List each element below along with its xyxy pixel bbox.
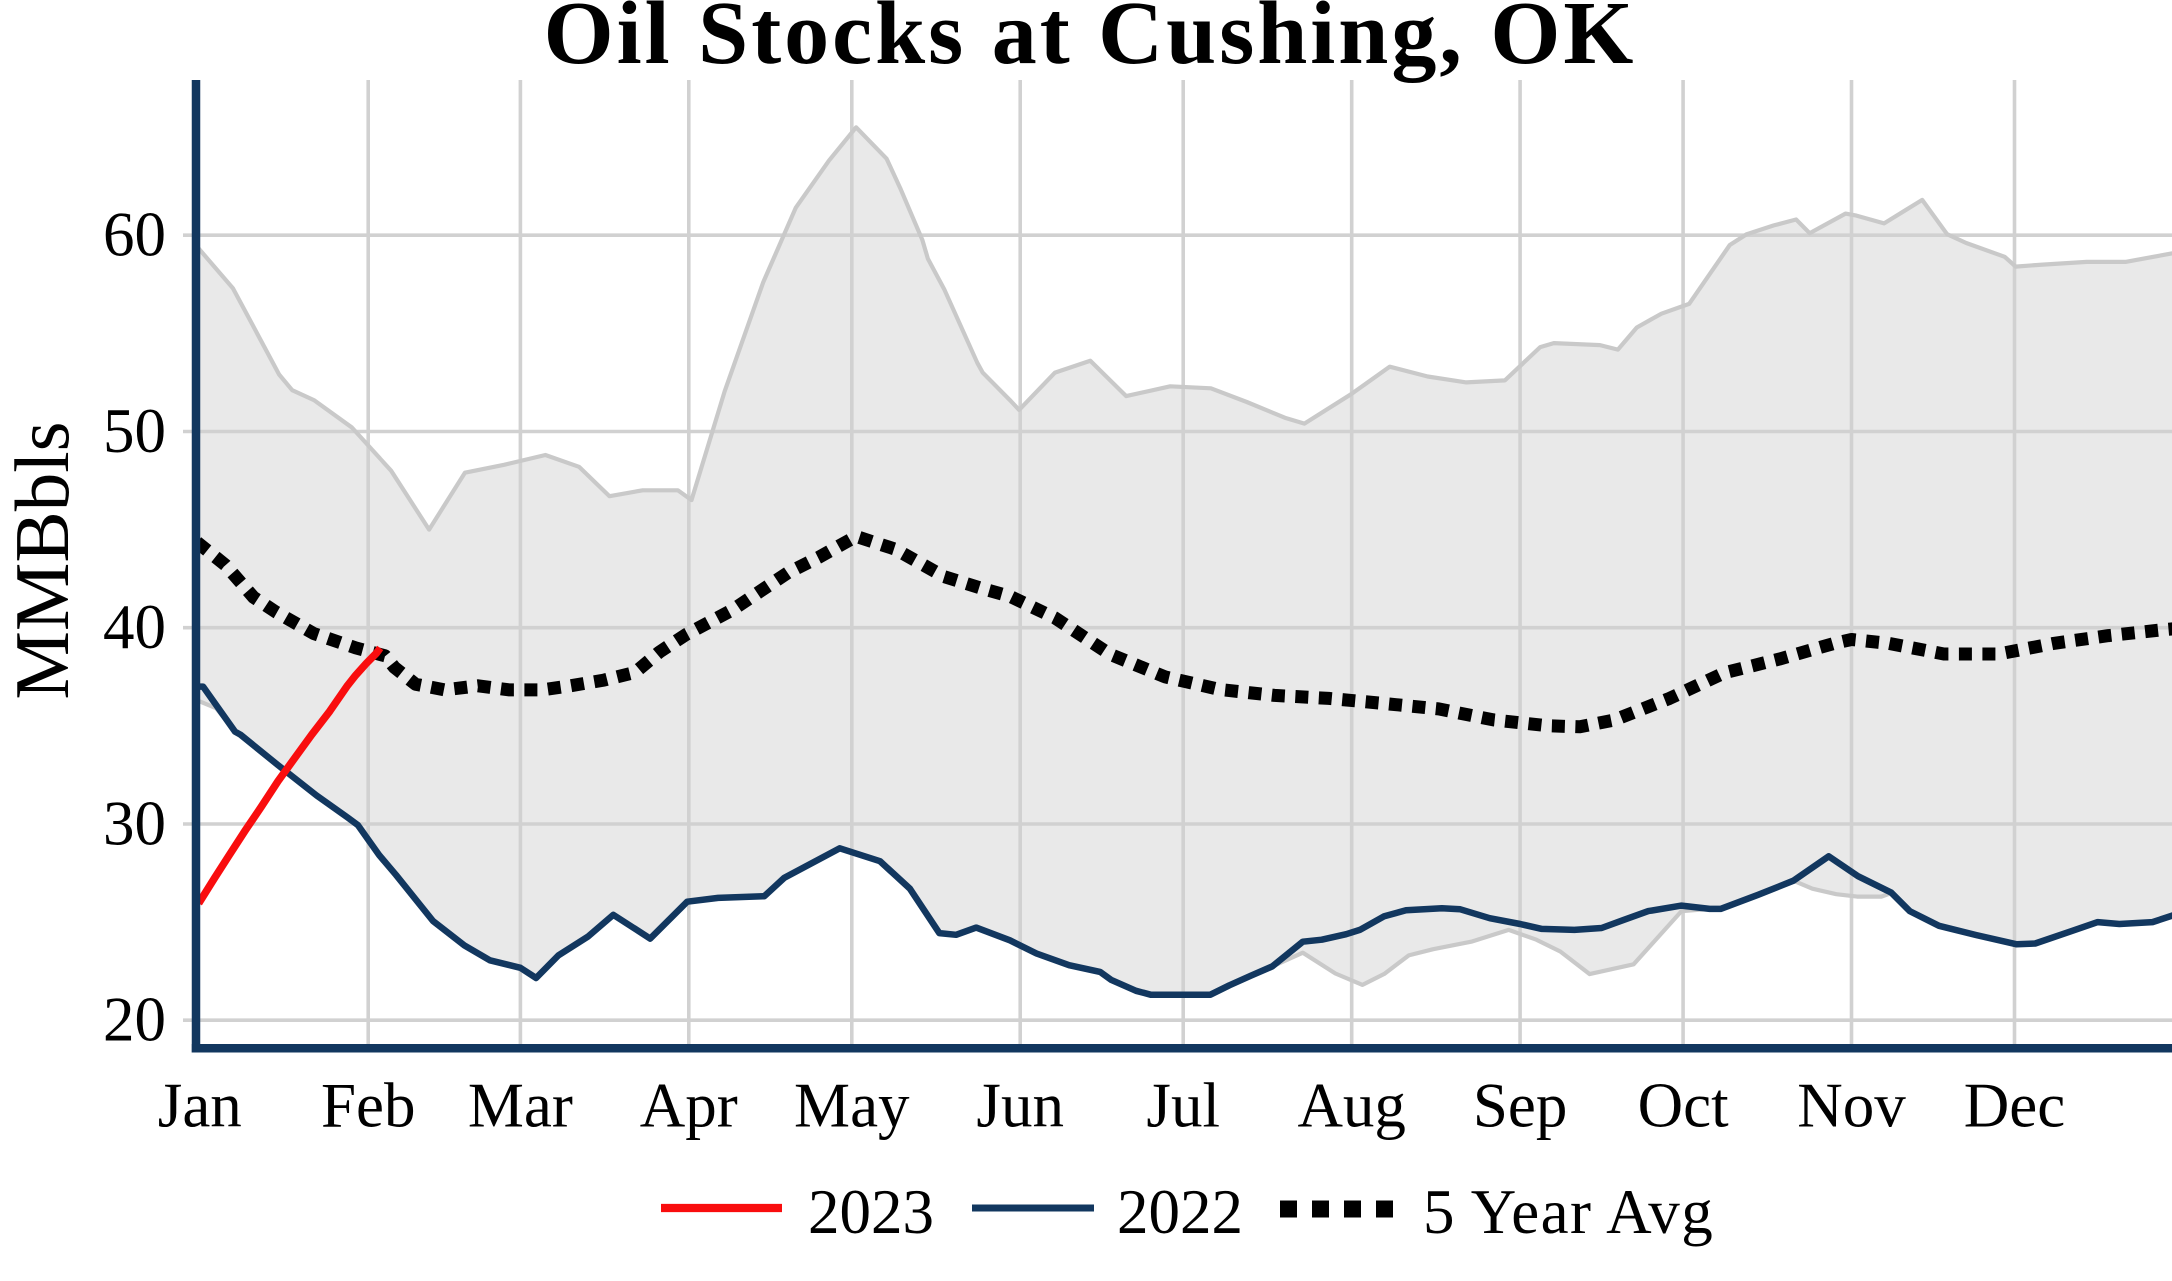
svg-text:Jan: Jan (158, 1071, 242, 1141)
svg-text:20: 20 (103, 985, 166, 1055)
svg-text:Dec: Dec (1964, 1071, 2065, 1141)
svg-text:Feb: Feb (321, 1071, 416, 1141)
svg-text:May: May (794, 1071, 910, 1141)
svg-text:60: 60 (103, 200, 166, 270)
svg-text:Sep: Sep (1473, 1071, 1568, 1141)
svg-text:Jul: Jul (1146, 1071, 1220, 1141)
svg-text:Mar: Mar (468, 1071, 573, 1141)
svg-text:Jun: Jun (976, 1071, 1064, 1141)
svg-text:Aug: Aug (1297, 1071, 1406, 1141)
svg-text:5 Year Avg: 5 Year Avg (1423, 1177, 1714, 1247)
svg-text:2022: 2022 (1117, 1177, 1243, 1247)
svg-text:Apr: Apr (640, 1071, 738, 1141)
svg-text:Nov: Nov (1797, 1071, 1906, 1141)
svg-text:Oil Stocks at Cushing, OK: Oil Stocks at Cushing, OK (544, 0, 1637, 83)
svg-text:Oct: Oct (1638, 1071, 1729, 1141)
svg-text:2023: 2023 (808, 1177, 934, 1247)
svg-text:30: 30 (103, 789, 166, 859)
svg-text:50: 50 (103, 396, 166, 466)
svg-text:40: 40 (103, 592, 166, 662)
svg-text:MMBbls: MMBbls (0, 421, 85, 699)
